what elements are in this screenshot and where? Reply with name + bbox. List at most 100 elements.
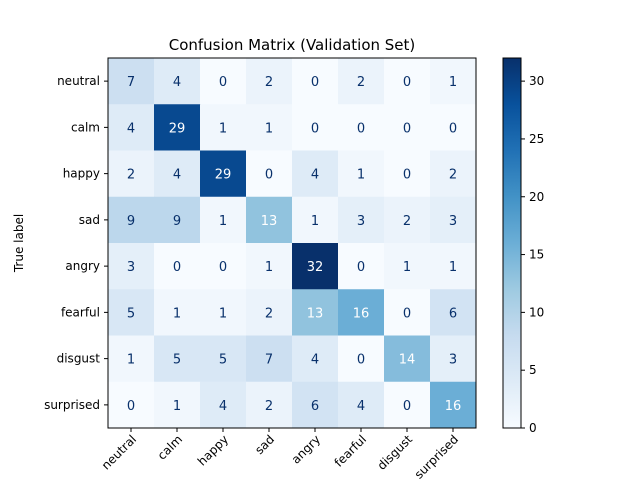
cell-value-label: 29 bbox=[215, 168, 232, 183]
cell-value-label: 1 bbox=[265, 121, 273, 136]
colorbar-tick-label: 30 bbox=[529, 74, 544, 88]
heatmap-cell bbox=[430, 104, 477, 151]
heatmap-cell bbox=[200, 58, 247, 105]
cell-value-label: 3 bbox=[449, 214, 457, 229]
cell-value-label: 16 bbox=[445, 399, 462, 414]
cell-value-label: 5 bbox=[173, 353, 181, 368]
heatmap-cell bbox=[338, 243, 385, 290]
cell-value-label: 2 bbox=[265, 306, 273, 321]
heatmap-cell bbox=[108, 335, 155, 383]
heatmap-cell bbox=[292, 196, 339, 244]
heatmap-cell bbox=[384, 381, 431, 429]
heatmap-cell bbox=[200, 335, 247, 383]
y-tick-label: surprised bbox=[44, 398, 100, 412]
x-tick-label: calm bbox=[155, 432, 185, 462]
heatmap-cell bbox=[338, 104, 385, 151]
x-tick-label: happy bbox=[195, 432, 231, 468]
colorbar-tick-label: 10 bbox=[529, 305, 544, 319]
heatmap-cell bbox=[246, 289, 293, 336]
cell-value-label: 0 bbox=[403, 75, 411, 90]
cell-value-label: 2 bbox=[127, 168, 135, 183]
cell-value-label: 1 bbox=[449, 75, 457, 90]
y-axis-label: True label bbox=[12, 214, 26, 273]
cell-value-label: 0 bbox=[357, 260, 365, 275]
heatmap-cell bbox=[384, 104, 431, 151]
heatmap-cell bbox=[246, 150, 293, 198]
heatmap-cell bbox=[200, 381, 247, 429]
heatmap-cell bbox=[292, 243, 339, 290]
heatmap-cell bbox=[200, 243, 247, 290]
heatmap-cell bbox=[292, 58, 339, 105]
heatmap-cell bbox=[430, 243, 477, 290]
heatmap-cell bbox=[246, 58, 293, 105]
heatmap-cell bbox=[154, 289, 201, 336]
colorbar-tick-label: 0 bbox=[529, 421, 537, 435]
heatmap-cell bbox=[246, 104, 293, 151]
cell-value-label: 13 bbox=[261, 214, 278, 229]
heatmap-cell bbox=[384, 150, 431, 198]
heatmap-cell bbox=[338, 150, 385, 198]
y-axis-ticks: neutral calm happy sad angry fearful disgust su… bbox=[44, 74, 108, 412]
cell-value-label: 7 bbox=[127, 75, 135, 90]
heatmap-cell bbox=[246, 335, 293, 383]
cell-value-label: 4 bbox=[127, 121, 135, 136]
heatmap-cell bbox=[384, 289, 431, 336]
heatmap-cell bbox=[154, 196, 201, 244]
cell-value-label: 0 bbox=[311, 121, 319, 136]
cell-value-label: 32 bbox=[307, 260, 324, 275]
heatmap-cell bbox=[154, 335, 201, 383]
cell-value-label: 2 bbox=[357, 75, 365, 90]
cell-value-label: 4 bbox=[357, 399, 365, 414]
cell-value-label: 4 bbox=[173, 75, 181, 90]
heatmap-cell bbox=[430, 196, 477, 244]
heatmap-cell bbox=[108, 381, 155, 429]
cell-value-label: 4 bbox=[219, 399, 227, 414]
cell-value-label: 7 bbox=[265, 353, 273, 368]
cell-value-label: 9 bbox=[173, 214, 181, 229]
cell-value-label: 1 bbox=[403, 260, 411, 275]
cell-value-label: 0 bbox=[219, 260, 227, 275]
heatmap-cell bbox=[384, 335, 431, 383]
cell-value-label: 1 bbox=[219, 214, 227, 229]
cell-value-label: 0 bbox=[173, 260, 181, 275]
cell-value-label: 0 bbox=[449, 121, 457, 136]
heatmap-cell bbox=[154, 104, 201, 151]
cell-value-label: 0 bbox=[219, 75, 227, 90]
cell-value-label: 3 bbox=[357, 214, 365, 229]
heatmap-cell bbox=[292, 104, 339, 151]
heatmap-cell bbox=[108, 150, 155, 198]
cell-value-label: 1 bbox=[449, 260, 457, 275]
x-tick-label: angry bbox=[289, 432, 323, 466]
heatmap-cell bbox=[154, 150, 201, 198]
heatmap-cell bbox=[430, 289, 477, 336]
y-tick-label: angry bbox=[65, 259, 100, 273]
heatmap-cell bbox=[384, 58, 431, 105]
cell-value-label: 5 bbox=[219, 353, 227, 368]
cell-value-label: 3 bbox=[449, 353, 457, 368]
cell-value-label: 1 bbox=[219, 306, 227, 321]
cell-value-label: 13 bbox=[307, 306, 324, 321]
cell-value-label: 6 bbox=[311, 399, 319, 414]
cell-value-label: 1 bbox=[357, 168, 365, 183]
cell-value-label: 3 bbox=[127, 260, 135, 275]
heatmap-cell bbox=[338, 381, 385, 429]
cell-value-label: 1 bbox=[173, 399, 181, 414]
cell-value-label: 2 bbox=[449, 168, 457, 183]
heatmap-cell bbox=[108, 58, 155, 105]
colorbar-tick-label: 15 bbox=[529, 248, 544, 262]
chart-title: Confusion Matrix (Validation Set) bbox=[169, 36, 416, 54]
colorbar-tick-label: 25 bbox=[529, 132, 544, 146]
cell-value-label: 0 bbox=[403, 306, 411, 321]
heatmap-cell bbox=[338, 196, 385, 244]
y-tick-label: fearful bbox=[61, 305, 100, 319]
heatmap-cell bbox=[338, 335, 385, 383]
colorbar bbox=[502, 57, 522, 429]
cell-value-label: 0 bbox=[403, 168, 411, 183]
heatmap-cell bbox=[108, 289, 155, 336]
cell-value-label: 2 bbox=[265, 399, 273, 414]
y-tick-label: calm bbox=[71, 120, 100, 134]
heatmap-cell bbox=[430, 335, 477, 383]
cell-value-label: 2 bbox=[403, 214, 411, 229]
heatmap-cell bbox=[430, 58, 477, 105]
y-tick-label: disgust bbox=[57, 352, 101, 366]
